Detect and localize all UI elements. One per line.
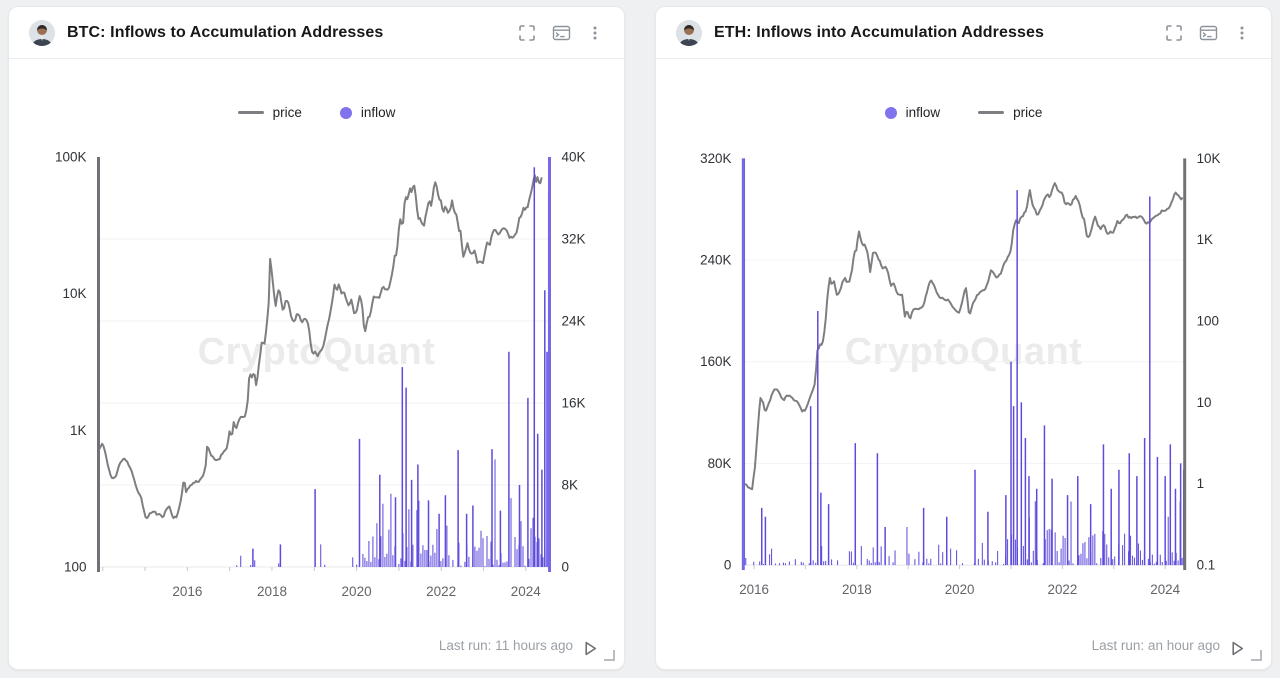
svg-text:1K: 1K (1197, 232, 1213, 247)
avatar-photo (676, 19, 702, 46)
svg-text:2020: 2020 (945, 582, 975, 597)
eth-card-header: ETH: Inflows into Accumulation Addresses (656, 7, 1271, 59)
run-query-button[interactable] (1230, 641, 1245, 656)
svg-text:40K: 40K (562, 150, 586, 165)
legend-item-inflow[interactable]: inflow (339, 105, 396, 120)
last-run-label: Last run: 11 hours ago (438, 638, 573, 653)
watermark: CryptoQuant (844, 331, 1083, 373)
chart-title: ETH: Inflows into Accumulation Addresses (714, 23, 1044, 41)
avatar-photo (29, 19, 55, 46)
gridlines (98, 238, 550, 568)
svg-text:160K: 160K (700, 354, 731, 369)
price-line-series (98, 174, 543, 520)
legend-item-price[interactable]: price (237, 105, 302, 120)
svg-text:2024: 2024 (511, 584, 542, 599)
svg-text:1: 1 (1197, 476, 1204, 491)
more-options-button[interactable] (1229, 20, 1255, 46)
console-icon (552, 25, 570, 40)
svg-text:100: 100 (1197, 314, 1219, 329)
svg-text:80K: 80K (708, 456, 732, 471)
legend-label: inflow (905, 105, 941, 120)
svg-text:2022: 2022 (1048, 582, 1078, 597)
svg-text:10: 10 (1197, 395, 1212, 410)
last-run-label: Last run: an hour ago (1091, 638, 1220, 653)
legend-label: price (1013, 105, 1043, 120)
kebab-menu-icon (1240, 26, 1244, 39)
console-button[interactable] (548, 20, 574, 46)
fullscreen-icon (519, 24, 535, 41)
btc-card-header: BTC: Inflows to Accumulation Addresses (9, 7, 624, 59)
svg-text:240K: 240K (700, 253, 731, 268)
svg-text:100: 100 (64, 560, 87, 575)
fullscreen-icon (1166, 24, 1182, 41)
svg-text:10K: 10K (62, 286, 86, 301)
svg-text:24K: 24K (562, 314, 586, 329)
btc-chart-area: price inflow CryptoQuant 100K 10K 1K 100 40K 3… (9, 59, 624, 599)
eth-chart-area: inflow price CryptoQuant 10K 1K 100 10 1 0.1 32… (656, 59, 1271, 599)
svg-text:32K: 32K (562, 232, 586, 247)
fullscreen-button[interactable] (1161, 20, 1187, 46)
price-line-marker (978, 111, 1005, 114)
svg-text:2024: 2024 (1150, 582, 1180, 597)
avatar[interactable] (676, 19, 702, 46)
svg-text:320K: 320K (700, 151, 731, 166)
chart-legend: price inflow (9, 105, 624, 120)
eth-chart-card: ETH: Inflows into Accumulation Addresses (655, 6, 1272, 670)
console-icon (1199, 25, 1217, 40)
console-button[interactable] (1195, 20, 1221, 46)
more-options-button[interactable] (582, 20, 608, 46)
price-line-series (743, 182, 1184, 491)
resize-handle[interactable] (604, 650, 615, 661)
svg-text:2016: 2016 (172, 584, 202, 599)
legend-label: price (272, 105, 302, 120)
fullscreen-button[interactable] (514, 20, 540, 46)
price-line-marker (237, 111, 264, 114)
resize-handle[interactable] (1251, 650, 1262, 661)
legend-item-price[interactable]: price (978, 105, 1042, 120)
svg-text:2018: 2018 (257, 584, 287, 599)
plot-canvas[interactable]: 10K 1K 100 10 1 0.1 320K 240K 160K 80K 0 2016 2018 20… (656, 59, 1271, 599)
plot-canvas[interactable]: 100K 10K 1K 100 40K 32K 24K 16K 8K 0 2016 2018 2020 2… (9, 59, 624, 600)
play-icon (1232, 641, 1244, 656)
svg-text:16K: 16K (562, 396, 586, 411)
svg-text:2018: 2018 (842, 582, 872, 597)
svg-text:0: 0 (562, 560, 570, 575)
svg-text:2020: 2020 (342, 584, 372, 599)
svg-text:10K: 10K (1197, 151, 1221, 166)
inflow-dot-marker (339, 106, 352, 119)
legend-item-inflow[interactable]: inflow (884, 105, 941, 120)
svg-text:0.1: 0.1 (1197, 558, 1216, 573)
btc-card-footer: Last run: 11 hours ago (9, 599, 624, 669)
svg-text:2022: 2022 (426, 584, 456, 599)
inflow-bars-spikes (252, 167, 550, 567)
eth-card-footer: Last run: an hour ago (656, 599, 1271, 669)
btc-chart-card: BTC: Inflows to Accumulation Addresses (8, 6, 625, 670)
svg-text:100K: 100K (55, 150, 87, 165)
legend-label: inflow (360, 105, 396, 120)
inflow-bars-background (236, 459, 550, 567)
kebab-menu-icon (593, 26, 597, 39)
inflow-bars-background (743, 486, 1185, 566)
svg-text:0: 0 (724, 558, 731, 573)
axis-labels: 10K 1K 100 10 1 0.1 320K 240K 160K 80K 0 2016 2018 20… (700, 151, 1220, 597)
axis-labels: 100K 10K 1K 100 40K 32K 24K 16K 8K 0 2016 2018 2020 2… (55, 150, 586, 600)
x-axis-ticks (753, 565, 1166, 570)
x-axis-ticks (102, 567, 527, 571)
chart-title: BTC: Inflows to Accumulation Addresses (67, 23, 384, 41)
inflow-dot-marker (884, 106, 897, 119)
run-query-button[interactable] (583, 641, 598, 656)
avatar[interactable] (29, 19, 55, 46)
svg-text:2016: 2016 (739, 582, 769, 597)
svg-text:1K: 1K (70, 423, 87, 438)
svg-text:8K: 8K (562, 478, 579, 493)
play-icon (585, 641, 597, 656)
chart-legend: inflow price (656, 105, 1271, 120)
